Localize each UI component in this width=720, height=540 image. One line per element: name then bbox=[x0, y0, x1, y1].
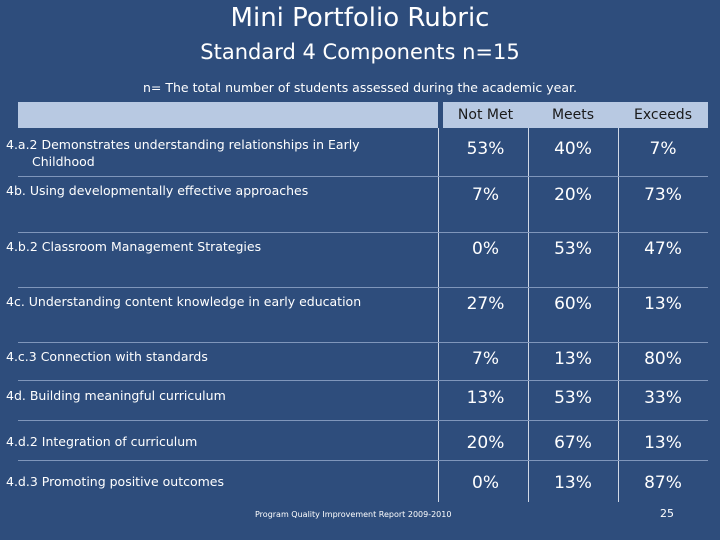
column-divider bbox=[528, 128, 529, 502]
cell-meets: 60% bbox=[554, 294, 592, 314]
table-header-row bbox=[18, 102, 708, 128]
column-header-not-met: Not Met bbox=[457, 107, 514, 123]
column-header-exceeds: Exceeds bbox=[634, 107, 692, 123]
cell-not-met: 53% bbox=[466, 139, 505, 159]
table-row-label: 4c. Understanding content knowledge in e… bbox=[6, 294, 362, 309]
cell-exceeds: 13% bbox=[644, 433, 682, 453]
cell-meets: 53% bbox=[554, 388, 592, 408]
table-row-label: 4.c.3 Connection with standards bbox=[6, 349, 208, 364]
row-divider bbox=[18, 460, 708, 461]
page-title: Mini Portfolio Rubric bbox=[230, 3, 490, 33]
cell-not-met: 13% bbox=[466, 388, 505, 408]
cell-not-met: 27% bbox=[466, 294, 505, 314]
table-row-label: 4.d.3 Promoting positive outcomes bbox=[6, 474, 224, 489]
cell-meets: 20% bbox=[554, 185, 592, 205]
rubric-table: Not Met Meets Exceeds 4.a.2 Demonstrates… bbox=[6, 102, 708, 502]
row-divider bbox=[18, 420, 708, 421]
cell-exceeds: 73% bbox=[644, 185, 682, 205]
cell-exceeds: 80% bbox=[644, 349, 682, 369]
table-row-label: 4.a.2 Demonstrates understanding relatio… bbox=[6, 136, 406, 170]
cell-not-met: 7% bbox=[472, 185, 499, 205]
footer-text: Program Quality Improvement Report 2009-… bbox=[255, 510, 452, 519]
row-label-text: 4.a.2 Demonstrates understanding relatio… bbox=[6, 137, 360, 152]
cell-exceeds: 13% bbox=[644, 294, 682, 314]
cell-exceeds: 87% bbox=[644, 473, 682, 493]
page-subtitle: Standard 4 Components n=15 bbox=[200, 40, 520, 64]
cell-meets: 40% bbox=[554, 139, 592, 159]
cell-not-met: 0% bbox=[472, 239, 499, 259]
page-number: 25 bbox=[660, 507, 674, 520]
cell-meets: 13% bbox=[554, 349, 592, 369]
row-divider bbox=[18, 287, 708, 288]
cell-meets: 67% bbox=[554, 433, 592, 453]
cell-meets: 53% bbox=[554, 239, 592, 259]
column-divider bbox=[438, 128, 439, 502]
cell-not-met: 7% bbox=[472, 349, 499, 369]
cell-not-met: 20% bbox=[466, 433, 505, 453]
cell-exceeds: 47% bbox=[644, 239, 682, 259]
sample-note: n= The total number of students assessed… bbox=[142, 80, 577, 95]
table-row-label: 4d. Building meaningful curriculum bbox=[6, 388, 226, 403]
row-divider bbox=[18, 176, 708, 177]
column-divider bbox=[618, 128, 619, 502]
cell-meets: 13% bbox=[554, 473, 592, 493]
row-divider bbox=[18, 380, 708, 381]
row-label-continuation: Childhood bbox=[32, 154, 95, 169]
column-header-meets: Meets bbox=[551, 107, 595, 123]
row-divider bbox=[18, 232, 708, 233]
cell-exceeds: 7% bbox=[649, 139, 677, 159]
row-divider bbox=[18, 342, 708, 343]
header-divider bbox=[438, 102, 443, 128]
cell-not-met: 0% bbox=[472, 473, 499, 493]
table-row-label: 4b. Using developmentally effective appr… bbox=[6, 183, 309, 198]
table-row-label: 4.b.2 Classroom Management Strategies bbox=[6, 239, 262, 254]
table-row-label: 4.d.2 Integration of curriculum bbox=[6, 434, 198, 449]
cell-exceeds: 33% bbox=[644, 388, 682, 408]
